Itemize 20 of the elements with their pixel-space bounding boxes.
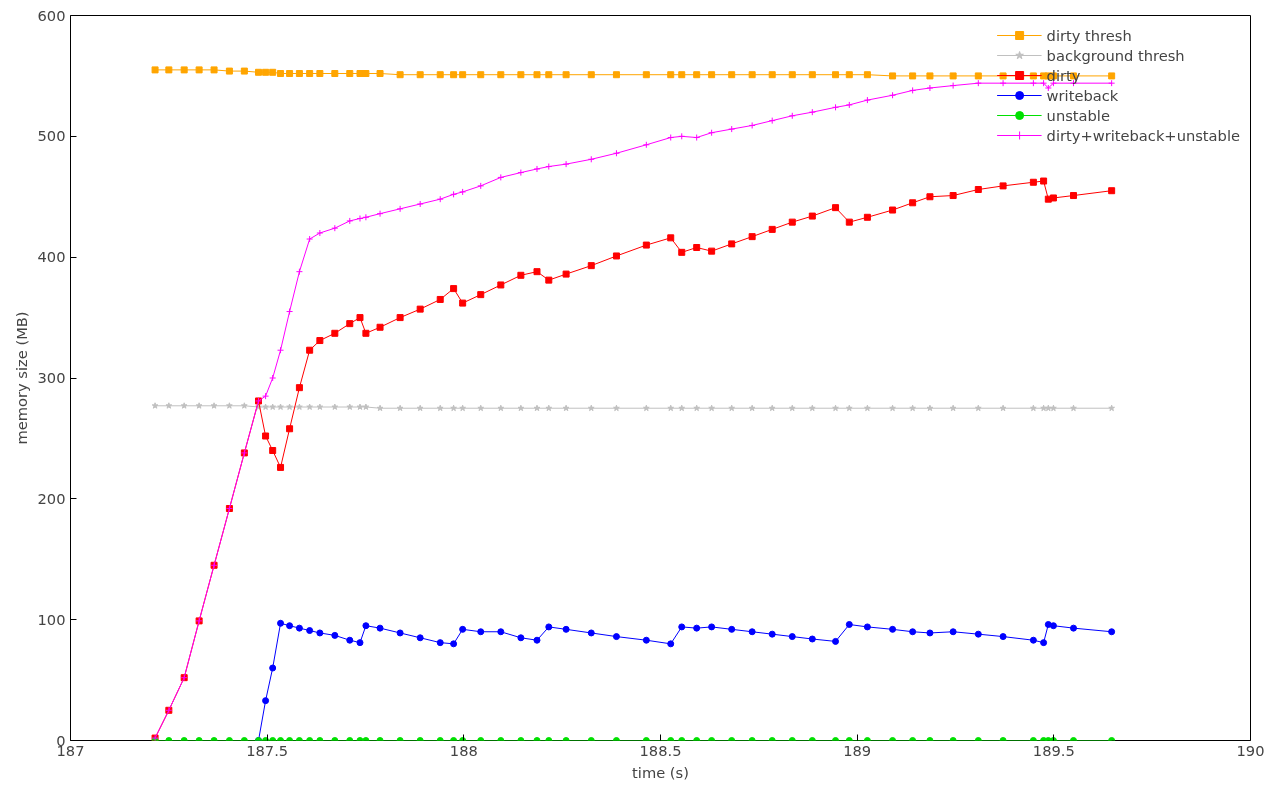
x-axis-title: time (s) bbox=[632, 763, 689, 781]
y-tick-label: 600 bbox=[37, 6, 66, 24]
x-tick-label: 189.5 bbox=[1032, 741, 1075, 759]
legend-label: unstable bbox=[1046, 106, 1110, 124]
y-tick-label: 500 bbox=[37, 127, 66, 145]
legend-label: background thresh bbox=[1046, 46, 1185, 64]
x-tick-label: 188.5 bbox=[639, 741, 682, 759]
y-tick-label: 200 bbox=[37, 489, 66, 507]
legend-label: dirty bbox=[1046, 66, 1081, 84]
x-tick-label: 188 bbox=[449, 741, 478, 759]
legend-label: dirty+writeback+unstable bbox=[1046, 126, 1240, 144]
x-tick-label: 190 bbox=[1236, 741, 1265, 759]
legend-label: dirty thresh bbox=[1046, 26, 1132, 44]
x-tick-label: 189 bbox=[843, 741, 872, 759]
legend-label: writeback bbox=[1046, 86, 1119, 104]
y-tick-label: 400 bbox=[37, 248, 66, 266]
y-axis-title: memory size (MB) bbox=[12, 311, 30, 445]
y-tick-label: 100 bbox=[37, 610, 66, 628]
y-tick-label: 300 bbox=[37, 369, 66, 386]
x-tick-label: 187.5 bbox=[246, 741, 289, 759]
